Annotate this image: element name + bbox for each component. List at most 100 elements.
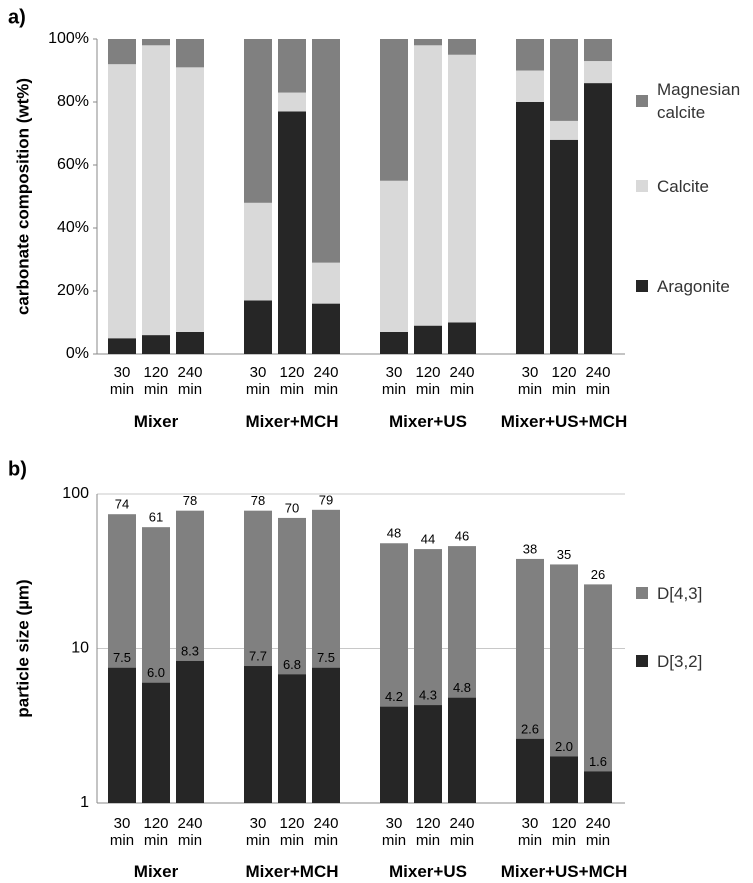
group-label: Mixer+US+MCH <box>500 862 628 881</box>
bar-segment <box>108 338 136 354</box>
x-tick-label: 240 min <box>449 815 475 849</box>
data-label: 2.6 <box>521 721 539 736</box>
panel-label: a) <box>8 6 26 28</box>
bar <box>142 682 170 803</box>
bar-segment <box>142 39 170 46</box>
y-axis-label: carbonate composition (wt%) <box>13 78 32 315</box>
data-label: 46 <box>455 529 469 544</box>
x-tick-label: 30 min <box>381 815 407 849</box>
data-label: 61 <box>149 510 163 525</box>
x-tick-label: 240 min <box>585 364 611 398</box>
bar-segment <box>516 39 544 71</box>
x-tick-label: 120 min <box>143 815 169 849</box>
bar <box>550 756 578 803</box>
bar-segment <box>584 61 612 84</box>
legend-swatch <box>636 95 648 107</box>
bar-segment <box>448 54 476 323</box>
bar-segment <box>278 39 306 93</box>
x-tick-label: 240 min <box>313 364 339 398</box>
bar-segment <box>278 111 306 354</box>
y-axis-label: particle size (µm) <box>13 579 32 717</box>
group-label: Mixer <box>133 412 179 431</box>
x-tick-label: 120 min <box>551 364 577 398</box>
x-tick-label: 240 min <box>177 815 203 849</box>
x-tick-label: 120 min <box>143 364 169 398</box>
x-tick-label: 120 min <box>551 815 577 849</box>
bar <box>176 661 204 803</box>
bar-segment <box>176 67 204 332</box>
y-tick-label: 10 <box>71 640 89 657</box>
y-tick-label: 40% <box>57 219 89 236</box>
bar-segment <box>414 325 442 354</box>
data-label: 70 <box>285 500 299 515</box>
bar-segment <box>142 45 170 336</box>
bar <box>448 697 476 803</box>
bar-segment <box>516 102 544 354</box>
bar-segment <box>448 39 476 55</box>
bar-segment <box>380 180 408 332</box>
data-label: 48 <box>387 526 401 541</box>
x-tick-label: 120 min <box>279 364 305 398</box>
data-label: 35 <box>557 547 571 562</box>
data-label: 7.5 <box>317 650 335 665</box>
bar-segment <box>550 139 578 354</box>
panel-label: b) <box>8 458 27 480</box>
bar <box>108 667 136 803</box>
bar-segment <box>142 335 170 354</box>
x-tick-label: 30 min <box>381 364 407 398</box>
bar <box>584 584 612 803</box>
bar-segment <box>312 39 340 263</box>
x-tick-label: 30 min <box>517 815 543 849</box>
data-label: 79 <box>319 492 333 507</box>
data-label: 4.3 <box>419 688 437 703</box>
data-label: 2.0 <box>555 739 573 754</box>
y-tick-label: 100% <box>48 30 89 47</box>
bar-segment <box>584 39 612 62</box>
x-tick-label: 240 min <box>585 815 611 849</box>
group-label: Mixer+US <box>389 412 467 431</box>
data-label: 8.3 <box>181 643 199 658</box>
bar-segment <box>414 45 442 326</box>
x-tick-label: 240 min <box>177 364 203 398</box>
x-tick-label: 240 min <box>449 364 475 398</box>
bar <box>312 667 340 803</box>
bar <box>516 738 544 803</box>
bar-segment <box>176 39 204 68</box>
legend-swatch <box>636 587 648 599</box>
data-label: 26 <box>591 567 605 582</box>
bar-segment <box>278 92 306 112</box>
legend-swatch <box>636 655 648 667</box>
data-label: 4.8 <box>453 680 471 695</box>
legend-label: D[3,2] <box>657 651 703 671</box>
group-label: Mixer <box>133 862 179 881</box>
legend-label: Magnesian calcite <box>657 80 741 122</box>
x-tick-label: 30 min <box>245 364 271 398</box>
bar-segment <box>380 39 408 181</box>
bar <box>244 666 272 803</box>
data-label: 38 <box>523 541 537 556</box>
data-label: 78 <box>251 493 265 508</box>
bar-segment <box>414 39 442 46</box>
y-tick-label: 100 <box>62 485 89 502</box>
data-label: 44 <box>421 532 435 547</box>
y-tick-label: 1 <box>80 794 89 811</box>
bar-segment <box>108 64 136 339</box>
bar <box>380 706 408 803</box>
legend-label: Aragonite <box>657 276 730 296</box>
x-tick-label: 30 min <box>517 364 543 398</box>
y-tick-label: 60% <box>57 156 89 173</box>
data-label: 1.6 <box>589 754 607 769</box>
x-tick-label: 30 min <box>109 815 135 849</box>
data-label: 78 <box>183 493 197 508</box>
bar-segment <box>550 39 578 121</box>
x-tick-label: 30 min <box>245 815 271 849</box>
x-tick-label: 120 min <box>415 815 441 849</box>
x-tick-label: 120 min <box>279 815 305 849</box>
group-label: Mixer+MCH <box>245 862 339 881</box>
legend-label: D[4,3] <box>657 583 703 603</box>
bar-segment <box>176 331 204 354</box>
bar <box>414 705 442 803</box>
group-label: Mixer+US+MCH <box>500 412 628 431</box>
